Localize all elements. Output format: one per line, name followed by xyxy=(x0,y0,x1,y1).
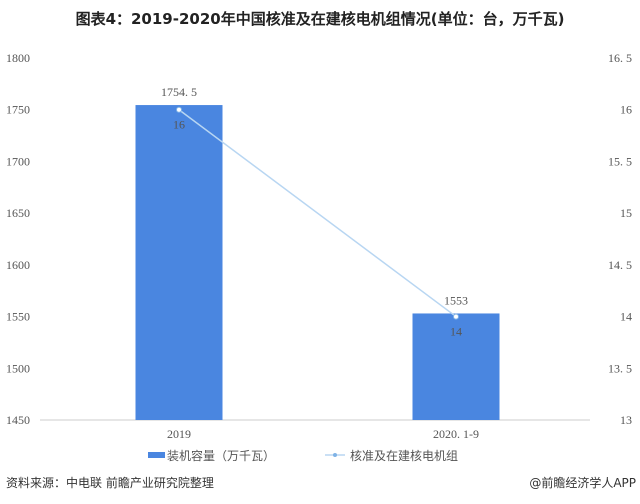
y-right-tick: 14. 5 xyxy=(608,258,632,272)
y-left-tick: 1700 xyxy=(6,154,30,168)
y-left-tick: 1800 xyxy=(6,51,30,65)
line-data-label: 16 xyxy=(173,118,185,132)
y-right-tick: 16 xyxy=(620,103,632,117)
bar xyxy=(135,105,223,420)
y-right-tick: 15. 5 xyxy=(608,154,632,168)
y-left-tick: 1650 xyxy=(6,206,30,220)
x-tick: 2019 xyxy=(167,427,191,441)
y-left-tick: 1500 xyxy=(6,361,30,375)
line-series xyxy=(178,109,457,318)
y-right-tick: 15 xyxy=(620,206,632,220)
legend-line-marker xyxy=(333,453,337,457)
source-note: 资料来源：中电联 前瞻产业研究院整理 xyxy=(6,476,214,490)
y-left-tick: 1750 xyxy=(6,103,30,117)
line-point xyxy=(453,313,459,320)
bar-data-label: 1553 xyxy=(444,293,468,307)
legend-bar-swatch xyxy=(148,452,165,458)
y-left-tick: 1600 xyxy=(6,258,30,272)
y-right-tick: 13 xyxy=(620,413,632,427)
line-point xyxy=(176,106,182,113)
y-left-tick: 1550 xyxy=(6,310,30,324)
y-right-tick: 16. 5 xyxy=(608,51,632,65)
line-data-label: 14 xyxy=(450,325,462,339)
credit: @前瞻经济学人APP xyxy=(529,476,636,490)
legend-bar-label: 装机容量（万千瓦） xyxy=(167,448,275,463)
y-right-tick: 14 xyxy=(620,310,632,324)
bar xyxy=(412,313,500,420)
chart-title: 图表4：2019-2020年中国核准及在建核电机组情况(单位：台，万千瓦) xyxy=(75,10,565,28)
bar-data-label: 1754. 5 xyxy=(161,85,197,99)
y-right-tick: 13. 5 xyxy=(608,361,632,375)
y-left-tick: 1450 xyxy=(6,413,30,427)
x-tick: 2020. 1-9 xyxy=(433,427,479,441)
legend-line-label: 核准及在建核电机组 xyxy=(350,449,458,463)
